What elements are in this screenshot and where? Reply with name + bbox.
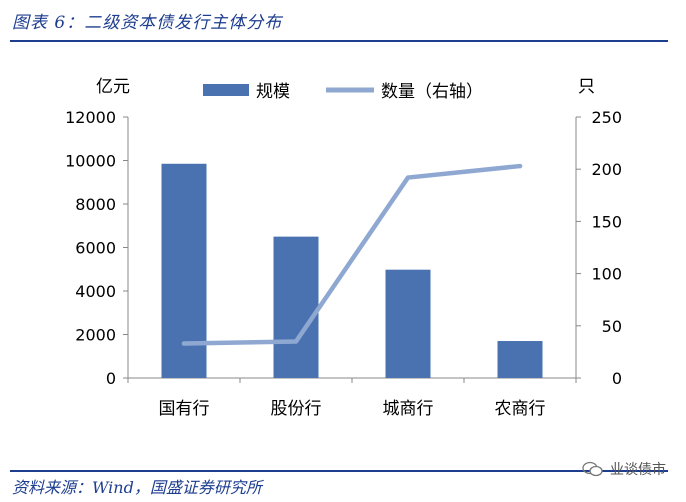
chart-canvas: 0 2000 4000 6000 8000 10000 12000 0 50 100 150 200 2… (65, 77, 622, 419)
source-note: 资料来源：Wind，国盛证券研究所 (12, 478, 262, 497)
chart-legend: 规模 数量（右轴） (203, 82, 483, 102)
bar-城商行 (385, 269, 431, 378)
left-tick-label: 10000 (65, 152, 116, 171)
tick-labels: 0 2000 4000 6000 8000 10000 12000 0 50 100 150 200 2… (65, 108, 622, 419)
watermark-text: 业谈债市 (610, 462, 666, 478)
right-tick-label: 100 (591, 265, 622, 284)
bar-series (161, 163, 543, 378)
right-axis-unit: 只 (578, 77, 595, 97)
left-tick-label: 12000 (65, 108, 116, 127)
right-tick-label: 0 (612, 369, 622, 388)
category-label: 国有行 (159, 399, 210, 419)
category-label: 农商行 (495, 399, 546, 419)
line-point-股份行 (293, 339, 299, 344)
line-point-城商行 (405, 175, 411, 180)
left-axis-unit: 亿元 (96, 77, 130, 97)
legend-swatch-bar (203, 84, 249, 96)
left-tick-label: 8000 (75, 195, 116, 214)
left-tick-label: 2000 (75, 326, 116, 345)
category-label: 股份行 (271, 399, 322, 419)
left-tick-label: 6000 (75, 239, 116, 258)
line-point-国有行 (181, 341, 187, 346)
right-tick-label: 200 (591, 160, 622, 179)
bar-股份行 (273, 236, 319, 378)
watermark: 业谈债市 (582, 459, 666, 479)
footer-divider (10, 470, 668, 472)
figure-title: 图表 6：二级资本债发行主体分布 (12, 13, 283, 33)
line-point-农商行 (517, 163, 523, 169)
right-tick-label: 50 (602, 317, 622, 336)
right-tick-label: 250 (591, 108, 622, 127)
bar-国有行 (161, 163, 207, 378)
legend-label-bar: 规模 (256, 82, 290, 102)
legend-label-line: 数量（右轴） (381, 82, 483, 102)
bar-农商行 (497, 341, 543, 378)
category-label: 城商行 (383, 399, 434, 419)
title-divider (10, 40, 668, 42)
left-tick-label: 0 (106, 369, 116, 388)
right-tick-label: 150 (591, 212, 622, 231)
wechat-icon (582, 461, 603, 477)
count-line (181, 163, 523, 346)
left-tick-label: 4000 (75, 282, 116, 301)
line-series (181, 163, 523, 346)
